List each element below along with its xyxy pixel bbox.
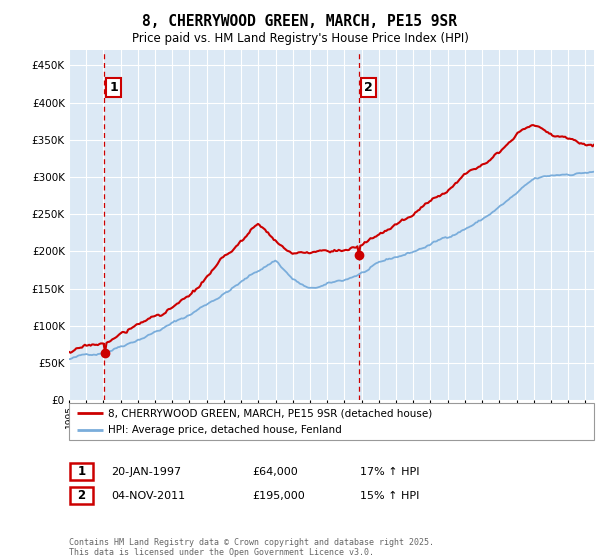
Text: HPI: Average price, detached house, Fenland: HPI: Average price, detached house, Fenl… xyxy=(109,425,342,435)
Text: £64,000: £64,000 xyxy=(252,466,298,477)
Text: 15% ↑ HPI: 15% ↑ HPI xyxy=(360,491,419,501)
Text: £195,000: £195,000 xyxy=(252,491,305,501)
Text: 2: 2 xyxy=(364,81,373,94)
Text: 17% ↑ HPI: 17% ↑ HPI xyxy=(360,466,419,477)
FancyBboxPatch shape xyxy=(69,403,594,440)
Text: 04-NOV-2011: 04-NOV-2011 xyxy=(111,491,185,501)
Text: 2: 2 xyxy=(77,489,86,502)
Text: 8, CHERRYWOOD GREEN, MARCH, PE15 9SR: 8, CHERRYWOOD GREEN, MARCH, PE15 9SR xyxy=(143,14,458,29)
Text: 1: 1 xyxy=(109,81,118,94)
Text: 8, CHERRYWOOD GREEN, MARCH, PE15 9SR (detached house): 8, CHERRYWOOD GREEN, MARCH, PE15 9SR (de… xyxy=(109,408,433,418)
Text: Price paid vs. HM Land Registry's House Price Index (HPI): Price paid vs. HM Land Registry's House … xyxy=(131,32,469,45)
FancyBboxPatch shape xyxy=(70,463,93,480)
Text: 1: 1 xyxy=(77,465,86,478)
Text: 20-JAN-1997: 20-JAN-1997 xyxy=(111,466,181,477)
FancyBboxPatch shape xyxy=(70,487,93,504)
Text: Contains HM Land Registry data © Crown copyright and database right 2025.
This d: Contains HM Land Registry data © Crown c… xyxy=(69,538,434,557)
